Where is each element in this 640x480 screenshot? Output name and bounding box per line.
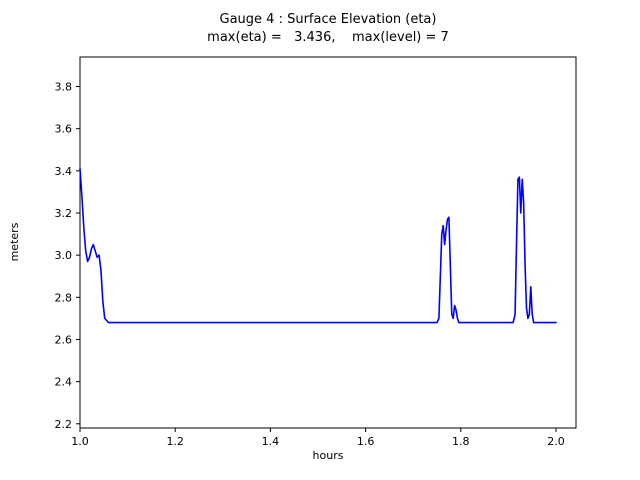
x-tick-label: 1.2: [166, 435, 184, 448]
y-tick-label: 2.8: [55, 291, 73, 304]
x-tick-label: 1.8: [452, 435, 470, 448]
y-tick-label: 3.0: [55, 249, 73, 262]
eta-line: [79, 167, 557, 324]
axes-frame: [79, 56, 577, 429]
x-tick-label: 1.6: [357, 435, 375, 448]
x-tick-label: 2.0: [547, 435, 565, 448]
y-tick-label: 2.2: [55, 418, 73, 431]
x-tick-label: 1.0: [71, 435, 89, 448]
chart-subtitle: max(eta) = 3.436, max(level) = 7: [207, 30, 449, 45]
y-tick-label: 3.6: [55, 123, 73, 136]
x-tick-label: 1.4: [262, 435, 280, 448]
y-tick-label: 2.4: [55, 376, 73, 389]
x-axis-label: hours: [312, 449, 344, 462]
chart-title: Gauge 4 : Surface Elevation (eta): [219, 12, 437, 27]
y-tick-label: 2.6: [55, 333, 73, 346]
y-tick-label: 3.2: [55, 207, 73, 220]
y-tick-label: 3.4: [55, 165, 73, 178]
title-block: Gauge 4 : Surface Elevation (eta) max(et…: [80, 11, 576, 47]
y-tick-label: 3.8: [55, 81, 73, 94]
